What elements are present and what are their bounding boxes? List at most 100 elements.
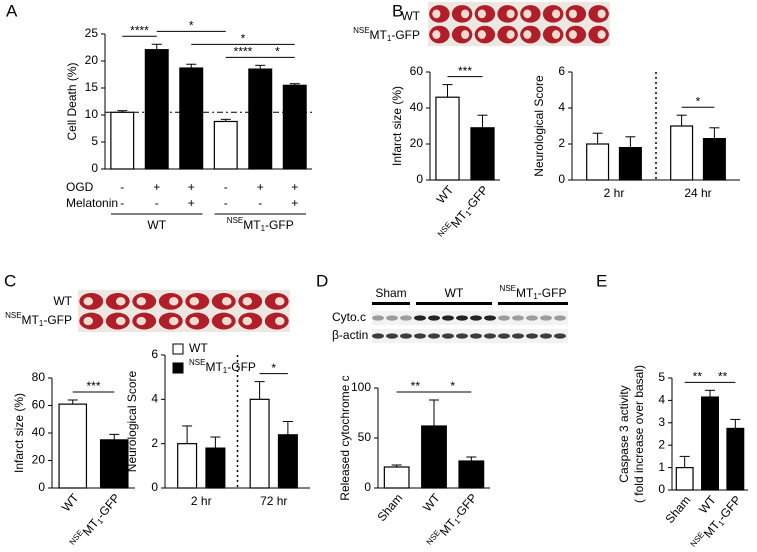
row-mark: + [188, 180, 195, 194]
group-label: WT [147, 218, 166, 232]
brain-slice-infarct [189, 297, 200, 306]
blot-band [470, 315, 482, 321]
bar [58, 403, 88, 489]
image-label-part: MT [22, 313, 40, 327]
x-tick-label: Sham [375, 491, 406, 524]
bar [458, 460, 485, 489]
bar [99, 439, 129, 489]
x-tick-label-part: 1 [96, 516, 106, 526]
brain-slice-infarct [506, 9, 515, 19]
blot-group-bar [372, 302, 410, 305]
bar [726, 427, 745, 491]
y-axis-label: Infarct size (%) [390, 86, 404, 166]
y-tick-label: 5 [91, 134, 98, 148]
image-label: NSEMT1-GFP [5, 311, 72, 328]
brain-slice-infarct [477, 9, 486, 19]
legend-swatch [172, 362, 184, 374]
blot-group-bar [416, 302, 492, 305]
blot-band [400, 333, 412, 339]
brain-slice-infarct [221, 316, 232, 326]
blot-group-label: WT [445, 286, 464, 300]
blot-band [526, 315, 538, 321]
row-mark: + [291, 196, 298, 210]
y-tick-label: 6 [151, 347, 158, 361]
brain-slice-infarct [242, 316, 253, 326]
y-tick-label: 1 [658, 460, 665, 474]
y-tick-label: 4 [558, 100, 565, 114]
image-label-part: MT [370, 28, 388, 42]
significance-label: * [450, 379, 455, 393]
panel-letter: A [6, 1, 18, 20]
legend-label-part: 1 [223, 366, 228, 375]
blot-band [372, 333, 384, 339]
legend-label: WT [189, 341, 208, 355]
brain-slice-infarct [136, 297, 147, 306]
y-axis-label: Cell Death (%) [65, 62, 79, 140]
y-tick-label: 2 [151, 436, 158, 450]
blot-group-bar [498, 302, 568, 305]
image-label-part: NSE [5, 311, 21, 320]
y-tick-label: 60 [410, 64, 424, 78]
bar [248, 68, 273, 170]
x-tick-label-part: -GFP [451, 491, 480, 522]
x-tick-label: 24 hr [684, 186, 711, 200]
bar [618, 147, 642, 181]
y-axis-label: Neurological Score [125, 370, 139, 472]
blot-band [512, 333, 524, 339]
blot-band [470, 333, 482, 339]
y-axis-label: Released cytochrome c [338, 375, 352, 500]
y-tick-label: 20 [85, 53, 99, 67]
brain-slice-infarct [115, 297, 126, 306]
brain-slice-infarct [432, 30, 441, 39]
blot-band [456, 315, 468, 321]
significance-label: ** [693, 369, 703, 383]
blot-band [526, 333, 538, 339]
blot-band [484, 315, 496, 321]
blot-group-label-part: MT [516, 286, 534, 300]
y-tick-label: 2 [658, 437, 665, 451]
significance-label: *** [86, 379, 100, 393]
blot-band [414, 333, 426, 339]
y-axis-label: ( fold increase over basal) [632, 365, 646, 503]
x-tick-label: Sham [663, 493, 694, 526]
bar [383, 466, 410, 489]
blot-band [428, 333, 440, 339]
bar [249, 398, 270, 489]
y-tick-label: 40 [32, 425, 46, 439]
blot-band [400, 315, 412, 321]
image-label-part: 1 [387, 34, 392, 43]
blot-group-label: Sham [375, 286, 406, 300]
brain-slice-infarct [506, 30, 515, 39]
significance-label: **** [234, 44, 253, 58]
brain-slice-infarct [168, 297, 179, 306]
y-tick-label: 6 [558, 64, 565, 78]
y-tick-label: 100 [351, 380, 371, 394]
blot-band [484, 333, 496, 339]
x-tick-label-part: 1 [717, 518, 727, 528]
group-label-part: NSE [227, 216, 243, 225]
x-tick-label: WT [420, 490, 443, 514]
y-axis-label: Caspase 3 activity [617, 385, 631, 482]
panel-letter: D [316, 271, 328, 290]
blot-band [540, 333, 552, 339]
brain-slice-infarct [221, 297, 232, 306]
significance-label: * [696, 94, 701, 108]
row-label: OGD [66, 180, 94, 194]
row-mark: - [224, 196, 228, 210]
x-tick-label: WT [434, 182, 457, 206]
bar [675, 467, 694, 491]
legend-label-part: NSE [189, 358, 205, 367]
blot-band [428, 315, 440, 321]
row-mark: - [120, 180, 124, 194]
group-label: NSEMT1-GFP [227, 216, 294, 233]
row-mark: + [188, 196, 195, 210]
bar [177, 443, 198, 489]
image-label-part: 1 [39, 319, 44, 328]
brain-slice-infarct [552, 30, 561, 39]
brain-slice-infarct [461, 9, 470, 19]
blot-group-label-part: -GFP [538, 286, 567, 300]
brain-slice-infarct [568, 30, 577, 39]
row-mark: + [291, 180, 298, 194]
